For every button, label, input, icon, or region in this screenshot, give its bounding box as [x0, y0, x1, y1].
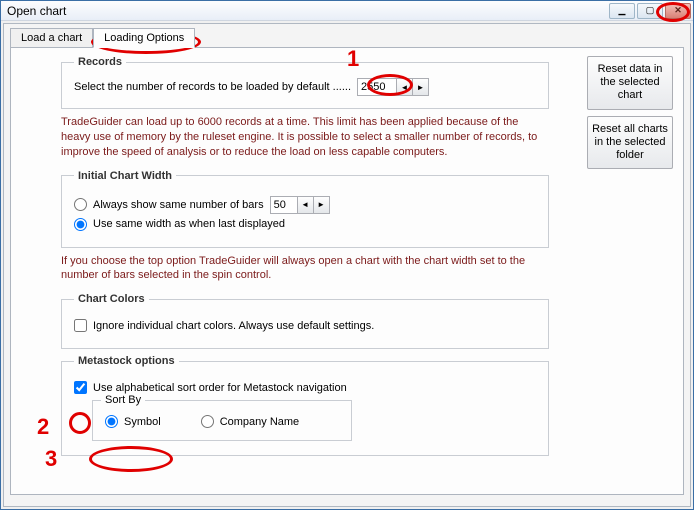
radio-symbol-label: Symbol — [124, 416, 161, 428]
client-area: Load a chart Loading Options Records Sel… — [3, 23, 691, 507]
annotation-number-3: 3 — [45, 446, 57, 472]
colors-group: Chart Colors Ignore individual chart col… — [61, 293, 549, 349]
metastock-group: Metastock options Use alphabetical sort … — [61, 355, 549, 456]
bars-spinner: ◄ ► — [270, 196, 330, 214]
annotation-number-2: 2 — [37, 414, 49, 440]
colors-legend: Chart Colors — [74, 293, 149, 305]
radio-same-bars-label: Always show same number of bars — [93, 199, 264, 211]
radio-company-label: Company Name — [220, 416, 299, 428]
width-help: If you choose the top option TradeGuider… — [61, 254, 549, 284]
records-group: Records Select the number of records to … — [61, 56, 549, 109]
side-column: Reset data in the selected chart Reset a… — [587, 56, 673, 169]
bars-dec-button[interactable]: ◄ — [298, 196, 314, 214]
dialog-title: Open chart — [7, 4, 66, 18]
ignore-colors-checkbox[interactable] — [74, 319, 87, 332]
alpha-sort-label: Use alphabetical sort order for Metastoc… — [93, 382, 347, 394]
bars-input[interactable] — [270, 196, 298, 214]
radio-symbol[interactable] — [105, 415, 118, 428]
radio-same-bars[interactable] — [74, 198, 87, 211]
bars-inc-button[interactable]: ► — [314, 196, 330, 214]
radio-company[interactable] — [201, 415, 214, 428]
radio-last-width-label: Use same width as when last displayed — [93, 218, 285, 230]
metastock-legend: Metastock options — [74, 355, 179, 367]
alpha-sort-checkbox[interactable] — [74, 381, 87, 394]
tab-loading-options[interactable]: Loading Options — [93, 28, 195, 48]
width-group: Initial Chart Width Always show same num… — [61, 170, 549, 248]
sortby-group: Sort By Symbol Company Name — [92, 400, 352, 441]
records-input[interactable] — [357, 78, 397, 96]
minimize-button[interactable]: ▁ — [609, 3, 635, 19]
sortby-legend: Sort By — [101, 394, 145, 406]
close-button[interactable]: ✕ — [665, 3, 691, 19]
titlebar: Open chart ▁ ▢ ✕ — [1, 1, 693, 21]
width-legend: Initial Chart Width — [74, 170, 176, 182]
reset-all-button[interactable]: Reset all charts in the selected folder — [587, 116, 673, 170]
records-dec-button[interactable]: ◄ — [397, 78, 413, 96]
tabstrip: Load a chart Loading Options — [10, 28, 684, 48]
tabpage-loading-options: Records Select the number of records to … — [10, 47, 684, 495]
radio-last-width[interactable] — [74, 218, 87, 231]
tab-load-chart[interactable]: Load a chart — [10, 28, 93, 48]
records-inc-button[interactable]: ► — [413, 78, 429, 96]
maximize-button[interactable]: ▢ — [637, 3, 663, 19]
open-chart-dialog: Open chart ▁ ▢ ✕ 4 Load a chart Loading … — [0, 0, 694, 510]
main-column: Records Select the number of records to … — [61, 56, 549, 462]
records-label: Select the number of records to be loade… — [74, 81, 351, 93]
records-legend: Records — [74, 56, 126, 68]
ignore-colors-label: Ignore individual chart colors. Always u… — [93, 320, 374, 332]
records-spinner: ◄ ► — [357, 78, 429, 96]
window-buttons: ▁ ▢ ✕ — [607, 3, 691, 19]
records-help: TradeGuider can load up to 6000 records … — [61, 115, 549, 160]
reset-data-button[interactable]: Reset data in the selected chart — [587, 56, 673, 110]
